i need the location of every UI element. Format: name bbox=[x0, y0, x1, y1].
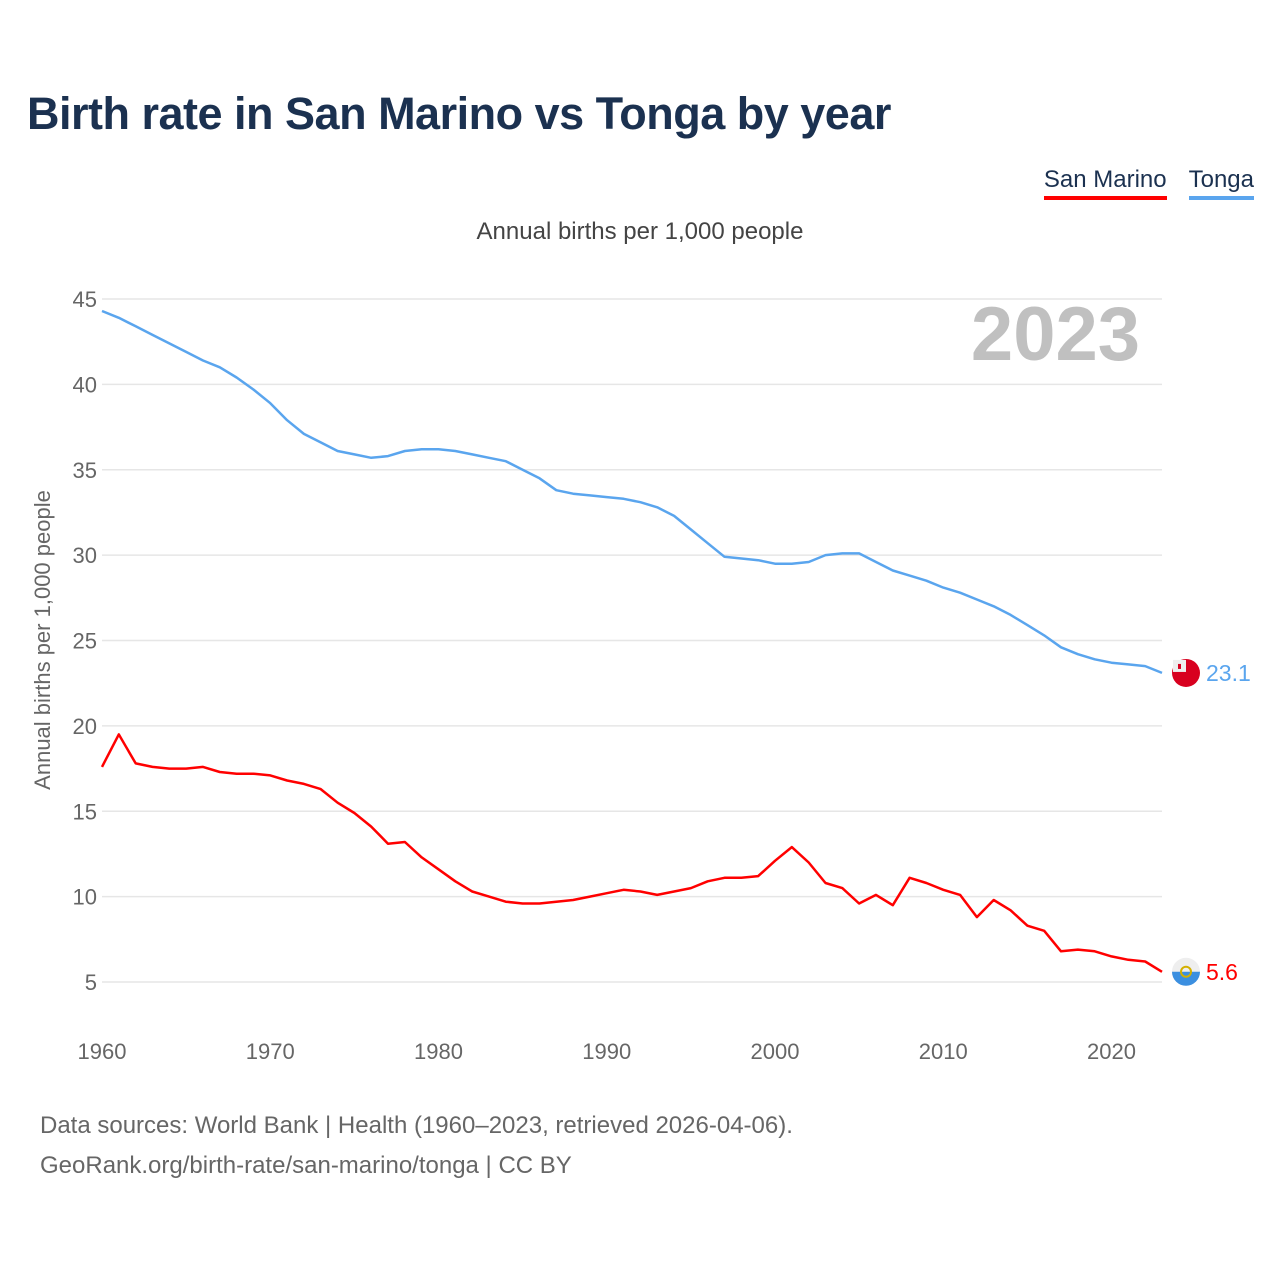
san-marino-flag-icon bbox=[1172, 957, 1200, 986]
x-tick-label: 1960 bbox=[78, 1039, 127, 1064]
end-value-label: 23.1 bbox=[1206, 660, 1251, 686]
y-tick-label: 25 bbox=[73, 629, 97, 654]
series-line-san-marino bbox=[100, 733, 1163, 973]
source-line-1: Data sources: World Bank | Health (1960–… bbox=[40, 1112, 793, 1139]
y-tick-label: 30 bbox=[73, 543, 97, 568]
source-line-2[interactable]: GeoRank.org/birth-rate/san-marino/tonga … bbox=[40, 1152, 572, 1179]
y-tick-label: 15 bbox=[73, 799, 97, 824]
flag-emblem bbox=[1180, 965, 1192, 978]
source-note: Data sources: World Bank | Health (1960–… bbox=[40, 1106, 793, 1186]
year-badge: 2023 bbox=[971, 292, 1140, 377]
legend-tonga[interactable]: Tonga bbox=[1188, 166, 1254, 200]
y-tick-label: 45 bbox=[73, 287, 97, 312]
series-line-tonga bbox=[101, 309, 1163, 675]
legend: San Marino Tonga bbox=[1043, 166, 1254, 200]
flag-bottom bbox=[1172, 971, 1200, 986]
x-tick-label: 1970 bbox=[246, 1039, 295, 1064]
y-tick-label: 35 bbox=[73, 458, 97, 483]
x-tick-label: 2000 bbox=[751, 1039, 800, 1064]
end-value-label: 5.6 bbox=[1206, 959, 1238, 985]
chart-subtitle: Annual births per 1,000 people bbox=[476, 218, 804, 245]
x-tick-label: 1980 bbox=[414, 1039, 463, 1064]
flag-cross bbox=[1178, 663, 1181, 669]
x-tick-label: 2010 bbox=[919, 1039, 968, 1064]
y-tick-label: 20 bbox=[73, 714, 97, 739]
y-tick-label: 40 bbox=[73, 372, 97, 397]
x-tick-label: 1990 bbox=[582, 1039, 631, 1064]
chart-title: Birth rate in San Marino vs Tonga by yea… bbox=[27, 88, 891, 139]
x-tick-label: 2020 bbox=[1087, 1039, 1136, 1064]
y-tick-label: 5 bbox=[85, 970, 97, 995]
y-axis-label: Annual births per 1,000 people bbox=[30, 490, 55, 790]
tonga-flag-icon bbox=[1172, 658, 1200, 687]
legend-san-marino[interactable]: San Marino bbox=[1043, 166, 1167, 200]
y-tick-label: 10 bbox=[73, 885, 97, 910]
